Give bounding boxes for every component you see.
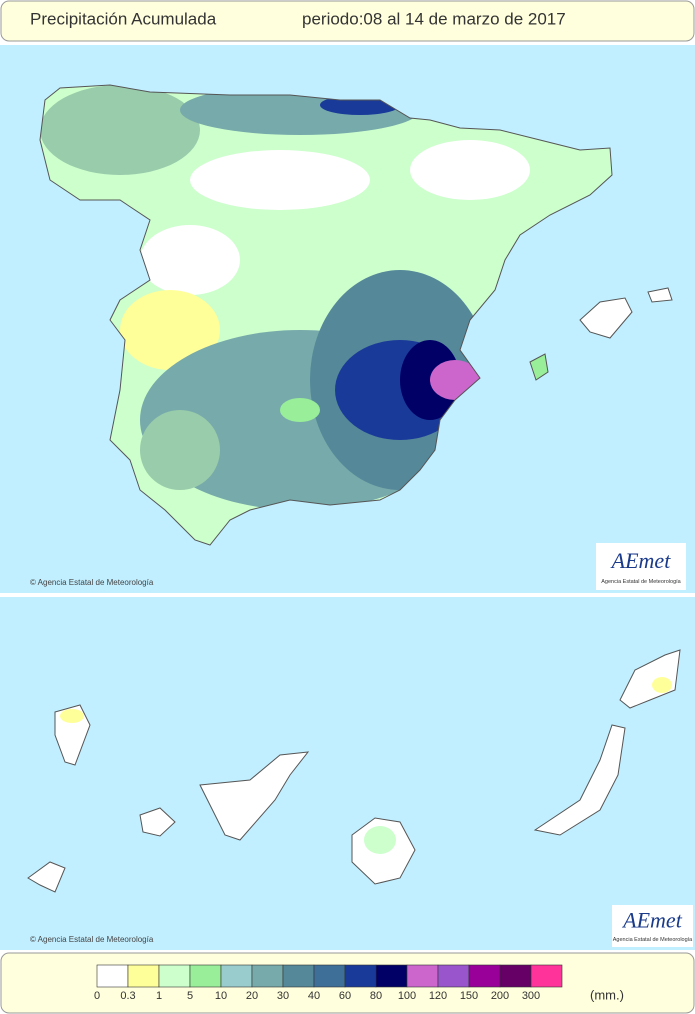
legend-swatch	[96, 964, 129, 988]
legend-label: 300	[522, 990, 540, 1002]
legend-swatch	[251, 964, 284, 988]
period: periodo:08 al 14 de marzo de 2017	[302, 9, 566, 28]
legend-swatch	[344, 964, 377, 988]
legend-label: 60	[339, 990, 351, 1002]
ibiza	[529, 353, 549, 381]
mallorca	[579, 297, 633, 339]
legend-label: 200	[491, 990, 509, 1002]
tenerife	[199, 751, 310, 841]
legend-label: 30	[277, 990, 289, 1002]
logo-box	[596, 543, 686, 590]
legend-label: 80	[370, 990, 382, 1002]
legend-label: 40	[308, 990, 320, 1002]
peninsula-fill	[40, 85, 612, 545]
map-credit: © Agencia Estatal de Meteorología	[30, 578, 154, 587]
legend-swatch	[189, 964, 222, 988]
legend-swatch	[406, 964, 439, 988]
legend-swatch	[499, 964, 532, 988]
fuerteventura	[533, 724, 626, 836]
logo-subtitle: Agencia Estatal de Meteorología	[613, 937, 693, 943]
legend-swatch	[127, 964, 160, 988]
legend-swatch	[220, 964, 253, 988]
legend-swatch	[375, 964, 408, 988]
el-hierro	[27, 861, 66, 893]
legend-swatch	[468, 964, 501, 988]
lanzarote	[619, 649, 681, 709]
map-panel	[0, 597, 695, 950]
legend-label: 100	[398, 990, 416, 1002]
legend-label: 0	[94, 990, 100, 1002]
menorca	[647, 287, 673, 303]
legend-label: 150	[460, 990, 478, 1002]
legend-swatch	[530, 964, 563, 988]
title: Precipitación Acumulada	[30, 9, 217, 28]
legend-swatch	[282, 964, 315, 988]
legend-swatch	[158, 964, 191, 988]
legend-swatch	[437, 964, 470, 988]
logo-box	[612, 905, 693, 947]
la-gomera	[139, 807, 176, 837]
header-box	[0, 0, 695, 42]
legend-unit: (mm.)	[590, 987, 624, 1002]
legend-swatch	[313, 964, 346, 988]
logo: AEmet	[610, 548, 672, 573]
legend-label: 120	[429, 990, 447, 1002]
logo-subtitle: Agencia Estatal de Meteorología	[601, 579, 681, 585]
legend-label: 10	[215, 990, 227, 1002]
legend-label: 0.3	[120, 990, 135, 1002]
legend-label: 5	[187, 990, 193, 1002]
legend-label: 20	[246, 990, 258, 1002]
legend-label: 1	[156, 990, 162, 1002]
logo: AEmet	[621, 908, 683, 933]
map-credit: © Agencia Estatal de Meteorología	[30, 935, 154, 944]
